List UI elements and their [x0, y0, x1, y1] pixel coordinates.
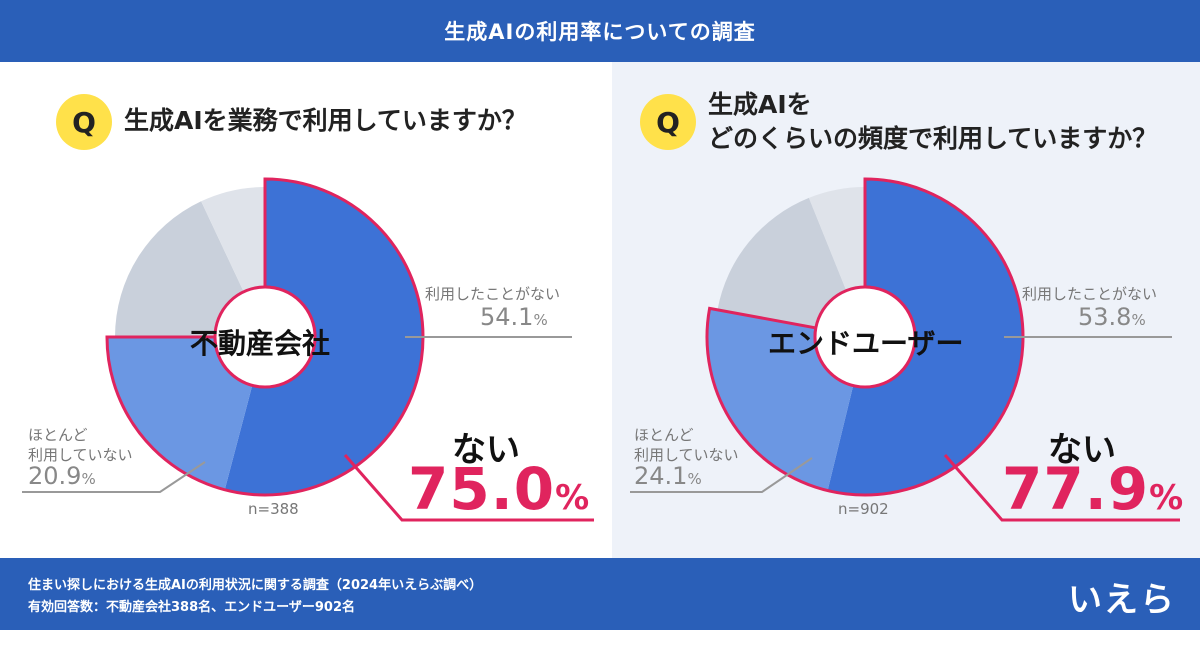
pct-sign: % [687, 470, 702, 488]
sample-size-left: n=388 [248, 500, 299, 518]
header-bar: 生成AIの利用率についての調査 [0, 0, 1200, 62]
footer-bar: 住まい探しにおける生成AIの利用状況に関する調査（2024年いえらぶ調べ） 有効… [0, 558, 1200, 669]
never-label-right: 利用したことがない [1022, 285, 1158, 303]
rarely-label-line2: 利用していない [634, 446, 739, 464]
rarely-label-left: ほとんど 利用していない [28, 425, 133, 465]
total-pct-right: 77.9% [1002, 455, 1184, 523]
pct-sign: % [81, 470, 96, 488]
never-label-left: 利用したことがない [425, 285, 561, 303]
rarely-label-line2: 利用していない [28, 446, 133, 464]
rarely-pct-value: 24.1 [634, 462, 688, 490]
total-pct-value: 75.0 [408, 455, 556, 523]
pct-sign: % [533, 311, 548, 329]
question-left: 生成AIを業務で利用していますか？ [124, 106, 527, 135]
q-mark: Q [656, 105, 680, 139]
rarely-label-right: ほとんど 利用していない [634, 425, 739, 465]
total-pct-left: 75.0% [408, 455, 590, 523]
never-pct-left: 54.1% [480, 303, 548, 331]
brand-logo: いえらぶ [1068, 580, 1176, 669]
rarely-label-line1: ほとんど [28, 426, 88, 444]
pct-sign: % [1131, 311, 1146, 329]
footnote-survey: 住まい探しにおける生成AIの利用状況に関する調査（2024年いえらぶ調べ） [28, 578, 483, 593]
q-badge-right: Q [640, 94, 696, 150]
nai-label-left: ない [452, 430, 520, 470]
center-label-left: 不動産会社 [190, 327, 331, 360]
page-title: 生成AIの利用率についての調査 [444, 20, 756, 44]
rarely-pct-value: 20.9 [28, 462, 82, 490]
total-pct-value: 77.9 [1002, 455, 1150, 523]
question-right: 生成AIを どのくらいの頻度で利用していますか？ [708, 88, 1157, 156]
never-pct-value: 53.8 [1078, 303, 1132, 331]
q-mark: Q [72, 105, 96, 139]
q-badge-left: Q [56, 94, 112, 150]
rarely-label-line1: ほとんど [634, 426, 694, 444]
never-pct-value: 54.1 [480, 303, 534, 331]
pct-sign: % [555, 478, 591, 518]
rarely-pct-right: 24.1% [634, 462, 702, 490]
never-pct-right: 53.8% [1078, 303, 1146, 331]
nai-label-right: ない [1048, 430, 1116, 470]
rarely-pct-left: 20.9% [28, 462, 96, 490]
center-label-right: エンドユーザー [768, 327, 964, 360]
sample-size-right: n=902 [838, 500, 889, 518]
question-right-line2: どのくらいの頻度で利用していますか？ [708, 124, 1158, 153]
footnote-respondents: 有効回答数：不動産会社388名、エンドユーザー902名 [28, 600, 356, 615]
question-right-line1: 生成AIを [708, 90, 812, 119]
pct-sign: % [1149, 478, 1185, 518]
